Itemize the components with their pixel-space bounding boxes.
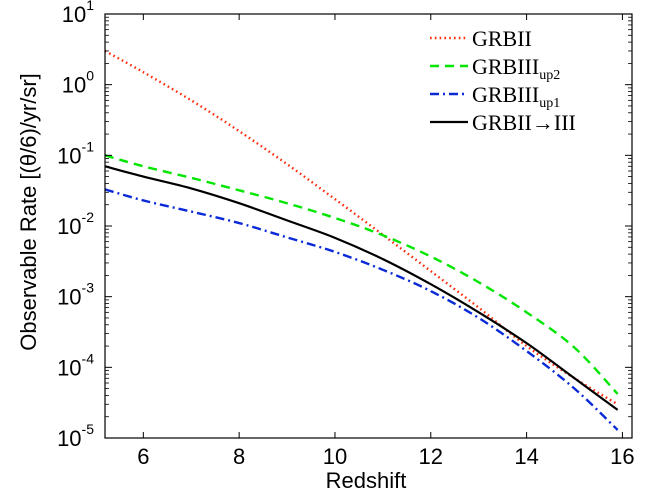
y-tick-label: 10-3 — [57, 280, 94, 310]
series-line-0 — [105, 49, 619, 406]
legend-label-1: GRBIIIup2 — [472, 54, 560, 83]
series-line-1 — [105, 154, 619, 395]
x-tick-label: 14 — [514, 444, 538, 469]
legend-label-3: GRBII→III — [472, 110, 576, 135]
legend-label-0: GRBII — [472, 26, 532, 51]
axes-layer: 6 8 10 12 14 16 10-5 10-4 10-3 10-2 10-1 100 101 — [57, 0, 635, 469]
x-tick-label: 12 — [419, 444, 443, 469]
y-axis-title: Observable Rate [(θ/6)/yr/sr] — [16, 73, 41, 351]
y-tick-label: 10-1 — [57, 138, 94, 168]
y-tick-label: 10-5 — [57, 421, 94, 451]
plot-background — [105, 14, 632, 438]
y-tick-label: 10-4 — [57, 350, 94, 380]
x-tick-label: 16 — [610, 444, 634, 469]
series-line-2 — [105, 188, 619, 431]
y-tick-label: 101 — [62, 0, 94, 27]
y-tick-label: 100 — [62, 68, 94, 98]
x-tick-label: 6 — [137, 444, 149, 469]
series-line-3 — [105, 165, 619, 411]
series-layer — [105, 49, 619, 431]
x-axis-title: Redshift — [326, 468, 407, 493]
y-tick-label: 10-2 — [57, 209, 94, 239]
x-tick-label: 8 — [233, 444, 245, 469]
plot-area — [105, 14, 632, 438]
legend-label-2: GRBIIIup1 — [472, 82, 560, 111]
x-tick-label: 10 — [323, 444, 347, 469]
